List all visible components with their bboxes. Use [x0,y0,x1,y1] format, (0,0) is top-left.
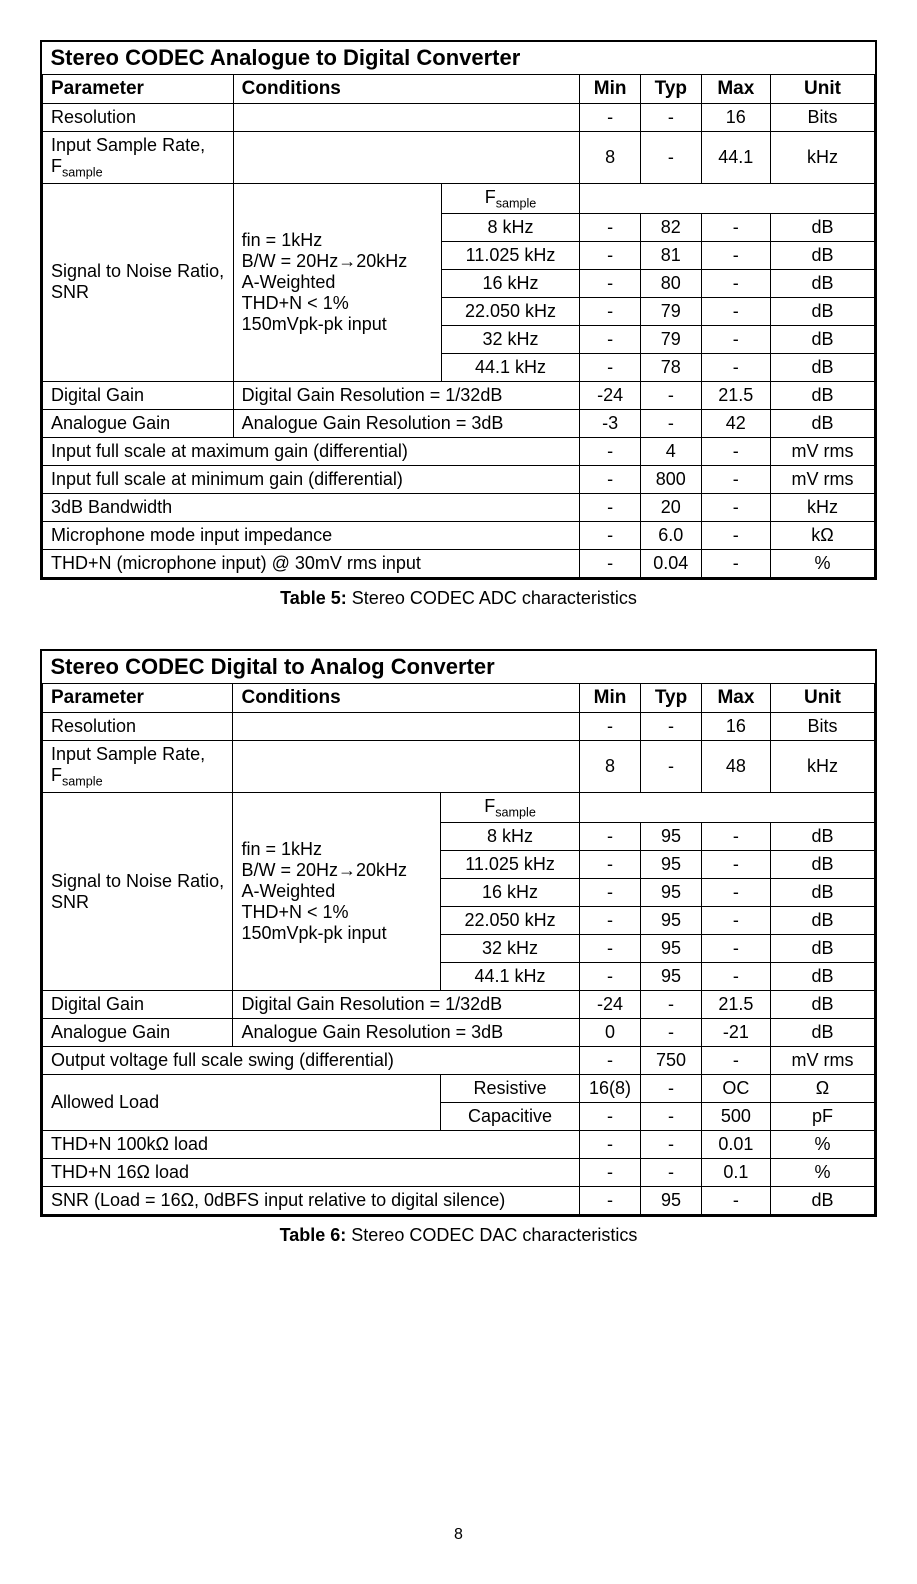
table-row: Input Sample Rate, Fsample 8 - 44.1 kHz [43,132,875,184]
table-row: Analogue Gain Analogue Gain Resolution =… [43,410,875,438]
dac-table: Stereo CODEC Digital to Analog Converter… [42,651,875,1215]
table-row: Resolution --16Bits [43,713,875,741]
col-cond: Conditions [233,75,580,104]
table-row: THD+N 16Ω load--0.1% [43,1159,875,1187]
table-row: 3dB Bandwidth-20-kHz [43,494,875,522]
col-typ: Typ [640,75,701,104]
adc-table: Stereo CODEC Analogue to Digital Convert… [42,42,875,578]
col-min: Min [580,75,641,104]
table-row: Resolution - - 16 Bits [43,104,875,132]
snr-conditions: fin = 1kHz B/W = 20Hz→20kHz A-Weighted T… [233,183,441,382]
table-row: Input Sample Rate, Fsample 8-48kHz [43,741,875,793]
table-row: Output voltage full scale swing (differe… [43,1047,875,1075]
table-row: Allowed Load Resistive 16(8)-OCΩ [43,1075,875,1103]
table-row: THD+N (microphone input) @ 30mV rms inpu… [43,550,875,578]
table-row: Digital Gain Digital Gain Resolution = 1… [43,382,875,410]
table-row: THD+N 100kΩ load--0.01% [43,1131,875,1159]
col-unit: Unit [770,75,874,104]
table-5: Stereo CODEC Analogue to Digital Convert… [40,40,877,580]
table6-title: Stereo CODEC Digital to Analog Converter [43,651,875,684]
table-row: Signal to Noise Ratio, SNR fin = 1kHz B/… [43,792,875,823]
page-number: 8 [40,1526,877,1544]
table-row: SNR (Load = 16Ω, 0dBFS input relative to… [43,1187,875,1215]
table-row: Signal to Noise Ratio, SNR fin = 1kHz B/… [43,183,875,214]
table6-caption: Table 6: Stereo CODEC DAC characteristic… [40,1225,877,1246]
table-6: Stereo CODEC Digital to Analog Converter… [40,649,877,1217]
table-row: Digital Gain Digital Gain Resolution = 1… [43,991,875,1019]
table5-caption: Table 5: Stereo CODEC ADC characteristic… [40,588,877,609]
table-row: Input full scale at maximum gain (differ… [43,438,875,466]
table-row: Analogue Gain Analogue Gain Resolution =… [43,1019,875,1047]
table-row: Input full scale at minimum gain (differ… [43,466,875,494]
col-param: Parameter [43,75,234,104]
col-max: Max [701,75,770,104]
table5-title: Stereo CODEC Analogue to Digital Convert… [43,42,875,75]
table-row: Microphone mode input impedance-6.0-kΩ [43,522,875,550]
